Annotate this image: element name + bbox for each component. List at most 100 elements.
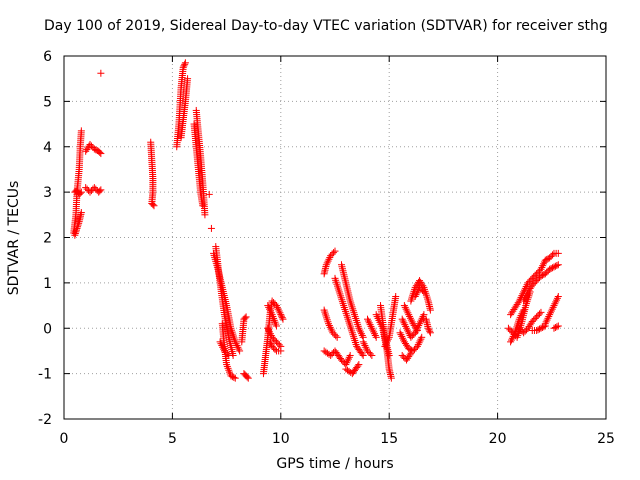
data-point: [519, 308, 527, 316]
data-point: [552, 298, 560, 306]
data-point: [546, 254, 554, 262]
data-point: [370, 330, 378, 338]
data-point: [351, 311, 359, 319]
data-point: [275, 341, 283, 349]
data-point: [327, 252, 335, 260]
plot-frame: [63, 55, 607, 420]
data-point: [338, 298, 346, 306]
data-point: [553, 296, 561, 304]
data-point: [350, 333, 358, 341]
data-point: [528, 317, 536, 325]
data-point: [336, 290, 344, 298]
data-point: [235, 345, 243, 353]
data-point: [508, 334, 516, 342]
data-point: [272, 338, 280, 346]
data-point: [416, 337, 424, 345]
data-point: [179, 63, 187, 71]
data-point: [264, 324, 272, 332]
data-point: [540, 260, 548, 268]
data-point: [533, 277, 541, 285]
data-point: [524, 279, 532, 287]
data-point: [509, 332, 517, 340]
data-point: [385, 351, 393, 359]
data-point: [414, 341, 422, 349]
data-point: [554, 292, 562, 300]
data-point: [399, 334, 407, 342]
data-point: [404, 328, 412, 336]
data-point: [404, 309, 412, 317]
data-point: [546, 265, 554, 273]
data-point: [392, 292, 400, 300]
data-point: [396, 329, 404, 337]
data-point: [344, 355, 352, 363]
data-point: [403, 307, 411, 315]
data-point: [387, 374, 395, 382]
data-point: [181, 59, 189, 67]
data-point: [370, 328, 378, 336]
data-point: [220, 347, 228, 355]
data-point: [359, 351, 367, 359]
data-point: [341, 305, 349, 313]
data-point: [547, 252, 555, 260]
data-point: [357, 330, 365, 338]
data-point: [418, 333, 426, 341]
data-point: [180, 62, 188, 70]
data-point: [372, 333, 380, 341]
data-point: [541, 320, 549, 328]
data-point: [416, 320, 424, 328]
data-point: [530, 316, 538, 324]
data-point: [553, 294, 561, 302]
data-point: [520, 329, 528, 337]
data-point: [330, 249, 338, 257]
data-point: [549, 264, 557, 272]
data-point: [536, 325, 544, 333]
data-point: [324, 320, 332, 328]
data-point: [337, 292, 345, 300]
data-point: [531, 278, 539, 286]
data-point: [349, 305, 357, 313]
data-point: [332, 276, 340, 284]
data-point: [327, 325, 335, 333]
data-point: [364, 315, 372, 323]
data-point: [413, 327, 421, 335]
data-point: [550, 302, 558, 310]
data-point: [276, 309, 284, 317]
x-tick-label: 5: [168, 431, 177, 447]
data-point: [347, 325, 355, 333]
data-point: [412, 325, 420, 333]
data-point: [272, 322, 280, 330]
data-point: [520, 306, 528, 314]
data-point: [382, 341, 390, 349]
data-point: [321, 310, 329, 318]
data-point: [548, 305, 556, 313]
data-point: [538, 323, 546, 331]
data-point: [345, 319, 353, 327]
data-point: [320, 306, 328, 314]
data-point: [507, 338, 515, 346]
data-point: [543, 316, 551, 324]
data-point: [231, 374, 239, 382]
data-point: [530, 273, 538, 281]
data-point: [277, 347, 285, 355]
data-point: [274, 305, 282, 313]
data-point: [75, 219, 83, 227]
data-point: [540, 323, 548, 331]
data-point: [184, 75, 192, 83]
data-point: [406, 314, 414, 322]
data-point: [541, 270, 549, 278]
data-point: [398, 332, 406, 340]
data-point: [416, 283, 424, 291]
data-point: [340, 302, 348, 310]
data-point: [266, 338, 274, 346]
data-point: [517, 312, 525, 320]
data-point: [521, 327, 529, 335]
data-point: [351, 313, 359, 321]
data-point: [364, 317, 372, 325]
data-point: [322, 312, 330, 320]
data-point: [550, 324, 558, 332]
data-point: [537, 272, 545, 280]
data-point: [384, 335, 392, 343]
data-point: [232, 340, 240, 348]
data-point: [403, 324, 411, 332]
data-point: [410, 345, 418, 353]
